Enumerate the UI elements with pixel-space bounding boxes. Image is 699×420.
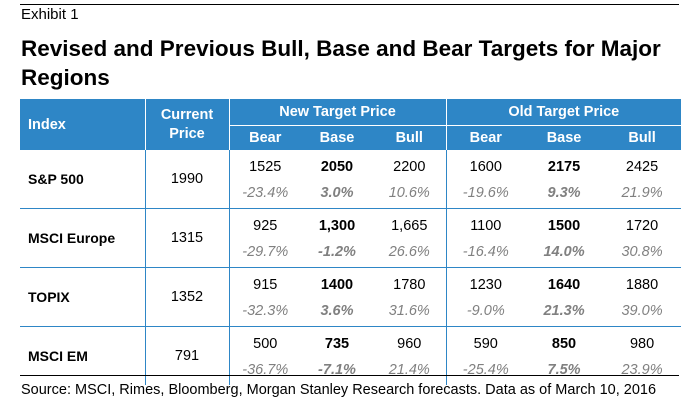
pct-change: 3.6% <box>320 303 354 319</box>
target-value: 1640 <box>547 277 581 293</box>
header-new-bear: Bear <box>229 125 301 150</box>
table-row-targets: MSCI Europe 1315 925 1,300 1,665 1100 1500 1720 <box>20 208 681 267</box>
index-name: MSCI Europe <box>20 208 146 267</box>
table-row-pct: -32.3% 3.6% 31.6% -9.0% 21.3% 39.0% <box>20 298 681 326</box>
pct-change: 7.5% <box>547 362 581 378</box>
pct-change: -7.1% <box>318 362 356 378</box>
exhibit-title: Revised and Previous Bull, Base and Bear… <box>21 36 661 90</box>
pct-change: -1.2% <box>318 244 356 260</box>
target-value: 2425 <box>625 159 659 175</box>
current-price: 1315 <box>145 208 230 267</box>
table-row-pct: -36.7% -7.1% 21.4% -25.4% 7.5% 23.9% <box>20 357 681 385</box>
pct-change: -36.7% <box>242 362 289 378</box>
table-row-targets: TOPIX 1352 915 1400 1780 1230 1640 1880 <box>20 267 681 326</box>
target-value: 2050 <box>320 159 354 175</box>
pct-change: 39.0% <box>621 303 663 319</box>
target-value: 500 <box>253 336 278 352</box>
pct-change: -9.0% <box>466 303 505 319</box>
target-value: 2175 <box>547 159 581 175</box>
pct-change: -25.4% <box>462 362 509 378</box>
source-divider <box>20 375 679 376</box>
current-price: 791 <box>145 326 230 385</box>
pct-change: 14.0% <box>543 244 585 260</box>
target-value: 915 <box>253 277 278 293</box>
table-body: S&P 500 1990 1525 2050 2200 1600 2175 2425 -23.4… <box>20 150 682 385</box>
target-value: 960 <box>373 326 447 357</box>
target-value: 2200 <box>373 150 447 180</box>
index-name: MSCI EM <box>20 326 146 385</box>
target-value: 1100 <box>470 218 502 234</box>
header-old-bull: Bull <box>603 125 682 150</box>
header-current-line2: Price <box>169 125 205 142</box>
pct-change: 21.4% <box>373 357 447 385</box>
current-price: 1990 <box>145 150 230 208</box>
pct-change: 26.6% <box>373 239 447 267</box>
target-value: 1525 <box>249 159 282 175</box>
pct-change: 23.9% <box>621 362 663 378</box>
pct-change: 30.8% <box>621 244 663 260</box>
target-value: 735 <box>324 336 350 352</box>
target-value: 1230 <box>469 277 502 293</box>
pct-change: -29.7% <box>242 244 289 260</box>
current-price: 1352 <box>145 267 230 326</box>
header-new-base: Base <box>301 125 373 150</box>
target-value: 1400 <box>320 277 354 293</box>
header-old-bear: Bear <box>446 125 526 150</box>
table-row-pct: -23.4% 3.0% 10.6% -19.6% 9.3% 21.9% <box>20 180 681 208</box>
header-old-base: Base <box>525 125 604 150</box>
pct-change: -19.6% <box>462 185 509 201</box>
table-row-pct: -29.7% -1.2% 26.6% -16.4% 14.0% 30.8% <box>20 239 681 267</box>
target-value: 1600 <box>469 159 502 175</box>
target-value: 980 <box>629 336 655 352</box>
header-index: Index <box>20 99 146 150</box>
header-current-price: Current Price <box>145 99 230 150</box>
row-separator <box>20 208 682 209</box>
pct-change: 21.3% <box>543 303 585 319</box>
pct-change: 9.3% <box>547 185 581 201</box>
top-rule <box>20 4 679 5</box>
header-new-target: New Target Price <box>229 99 447 126</box>
target-value: 1880 <box>625 277 659 293</box>
pct-change: 10.6% <box>373 180 447 208</box>
target-value: 1720 <box>625 218 659 234</box>
target-value: 590 <box>473 336 498 352</box>
pct-change: -32.3% <box>242 303 289 319</box>
row-separator <box>20 267 682 268</box>
index-name: TOPIX <box>20 267 146 326</box>
table-row-targets: S&P 500 1990 1525 2050 2200 1600 2175 2425 <box>20 150 681 208</box>
pct-change: -23.4% <box>242 185 289 201</box>
exhibit-label: Exhibit 1 <box>21 6 79 23</box>
header-old-target: Old Target Price <box>446 99 682 126</box>
pct-change: 3.0% <box>320 185 354 201</box>
target-value: 925 <box>253 218 278 234</box>
target-value: 1780 <box>373 267 447 298</box>
target-value: 1,300 <box>318 218 356 234</box>
row-separator <box>20 326 682 327</box>
table-row-targets: MSCI EM 791 500 735 960 590 850 980 <box>20 326 681 385</box>
target-value: 1,665 <box>373 208 447 239</box>
header-new-bull: Bull <box>373 125 447 150</box>
targets-table: Index Current Price New Target Price Old… <box>20 99 682 385</box>
pct-change: -16.4% <box>462 244 509 260</box>
source-note: Source: MSCI, Rimes, Bloomberg, Morgan S… <box>21 382 657 398</box>
header-current-line1: Current <box>160 106 214 123</box>
pct-change: 21.9% <box>621 185 663 201</box>
target-value: 1500 <box>547 218 581 234</box>
target-value: 850 <box>551 336 577 352</box>
pct-change: 31.6% <box>373 298 447 326</box>
index-name: S&P 500 <box>20 150 146 208</box>
